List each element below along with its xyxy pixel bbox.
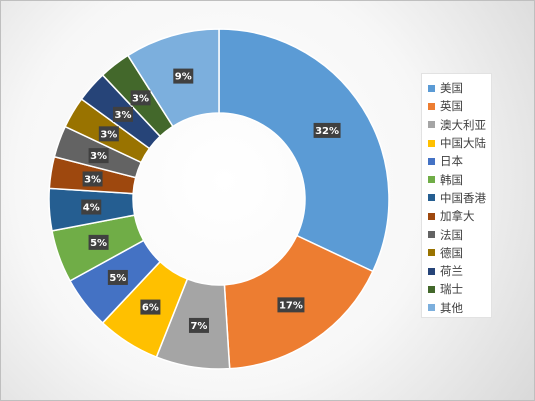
data-label-text: 3% [84, 174, 101, 185]
legend-item: 荷兰 [422, 262, 491, 280]
data-label-9: 3% [98, 126, 119, 142]
legend-label: 英国 [440, 99, 463, 114]
legend-label: 瑞士 [440, 282, 463, 297]
legend-item: 瑞士 [422, 280, 491, 298]
legend-label: 荷兰 [440, 264, 463, 279]
data-label-box [173, 68, 194, 84]
data-label-11: 3% [130, 90, 151, 106]
legend-label: 加拿大 [440, 209, 475, 224]
data-label-0: 32% [313, 122, 341, 138]
legend-label: 中国大陆 [440, 136, 486, 151]
legend-swatch [428, 304, 435, 312]
legend-item: 德国 [422, 244, 491, 262]
data-labels-group: 32%17%7%6%5%5%4%3%3%3%3%3%9% [81, 68, 341, 333]
legend-label: 法国 [440, 227, 463, 242]
data-label-text: 3% [100, 129, 117, 140]
legend-label: 德国 [440, 245, 463, 260]
data-label-text: 32% [315, 126, 339, 137]
data-label-box [313, 122, 341, 138]
data-label-box [88, 234, 109, 250]
data-label-text: 7% [190, 321, 207, 332]
legend-swatch [428, 157, 435, 165]
data-label-box [188, 317, 209, 333]
data-label-text: 3% [90, 151, 107, 162]
data-label-10: 3% [112, 106, 133, 122]
data-label-text: 4% [83, 203, 100, 214]
data-label-box [82, 171, 103, 187]
legend-swatch [428, 139, 435, 147]
data-label-box [130, 90, 151, 106]
data-label-4: 5% [107, 269, 128, 285]
data-label-2: 7% [188, 317, 209, 333]
data-label-box [112, 106, 133, 122]
legend-item: 日本 [422, 152, 491, 170]
slice-0 [218, 28, 390, 273]
data-label-text: 5% [90, 238, 107, 249]
data-label-box [107, 269, 128, 285]
data-label-text: 6% [142, 303, 159, 314]
legend-item: 澳大利亚 [422, 116, 491, 134]
legend-item: 美国 [422, 79, 491, 97]
legend-label: 美国 [440, 81, 463, 96]
legend-swatch [428, 176, 435, 184]
legend-item: 加拿大 [422, 207, 491, 225]
legend-swatch [428, 121, 435, 129]
legend-item: 其他 [422, 299, 491, 317]
legend-swatch [428, 231, 435, 239]
legend-item: 英国 [422, 97, 491, 115]
legend-swatch [428, 102, 435, 110]
legend-item: 中国香港 [422, 189, 491, 207]
legend-swatch [428, 285, 435, 293]
data-label-box [81, 199, 102, 215]
legend-item: 韩国 [422, 170, 491, 188]
legend-label: 中国香港 [440, 190, 486, 205]
legend-swatch [428, 249, 435, 257]
data-label-text: 3% [132, 93, 149, 104]
legend-swatch [428, 84, 435, 92]
data-label-text: 3% [114, 110, 131, 121]
legend-label: 其他 [440, 300, 463, 315]
data-label-5: 5% [88, 234, 109, 250]
data-label-box [88, 148, 109, 164]
data-label-box [98, 126, 119, 142]
legend: 美国英国澳大利亚中国大陆日本韩国中国香港加拿大法国德国荷兰瑞士其他 [421, 73, 492, 318]
legend-label: 澳大利亚 [440, 117, 486, 132]
data-label-3: 6% [140, 299, 161, 315]
data-label-box [277, 297, 305, 313]
legend-label: 日本 [440, 154, 463, 169]
data-label-8: 3% [88, 148, 109, 164]
slices-group [48, 28, 390, 370]
data-label-7: 3% [82, 171, 103, 187]
data-label-1: 17% [277, 297, 305, 313]
data-label-box [140, 299, 161, 315]
legend-swatch [428, 267, 435, 275]
data-label-12: 9% [173, 68, 194, 84]
legend-swatch [428, 194, 435, 202]
data-label-text: 9% [175, 72, 192, 83]
legend-item: 中国大陆 [422, 134, 491, 152]
legend-item: 法国 [422, 225, 491, 243]
legend-swatch [428, 212, 435, 220]
data-label-text: 17% [279, 300, 303, 311]
data-label-text: 5% [109, 273, 126, 284]
data-label-6: 4% [81, 199, 102, 215]
legend-label: 韩国 [440, 172, 463, 187]
